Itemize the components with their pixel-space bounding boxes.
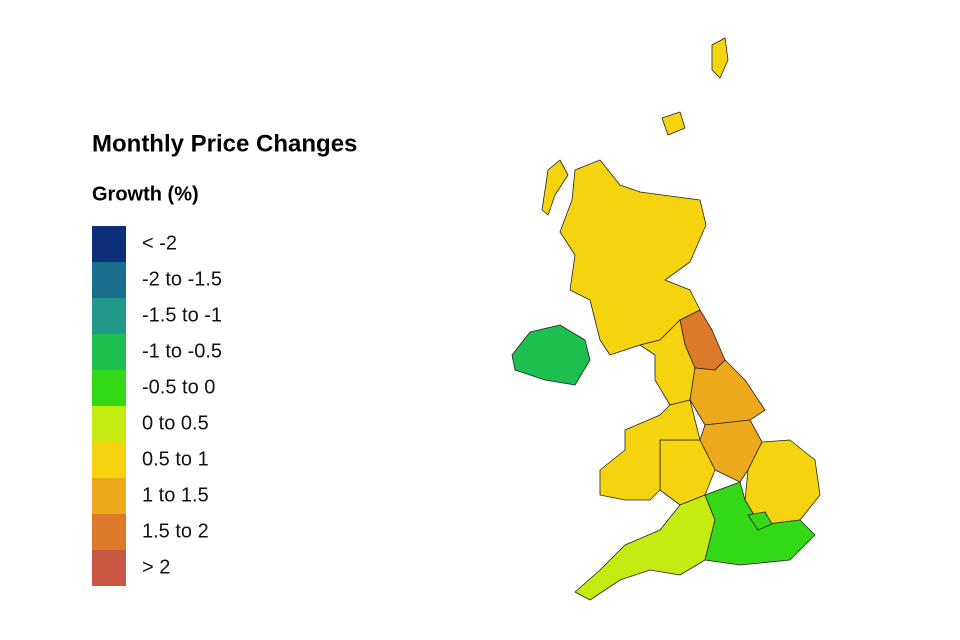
legend-swatch <box>92 262 126 298</box>
region <box>704 481 816 566</box>
legend-label: 0 to 0.5 <box>142 412 209 434</box>
map <box>511 37 821 601</box>
legend-swatch <box>92 550 126 586</box>
legend-swatch <box>92 406 126 442</box>
legend-label: -0.5 to 0 <box>142 376 215 398</box>
region <box>747 511 773 531</box>
legend-label: 1 to 1.5 <box>142 484 209 506</box>
legend-swatch <box>92 226 126 262</box>
region <box>689 359 766 426</box>
legend-swatch <box>92 514 126 550</box>
legend-swatch <box>92 334 126 370</box>
legend-label: < -2 <box>142 232 177 254</box>
region <box>599 399 701 501</box>
legend-swatch <box>92 478 126 514</box>
region <box>661 111 686 136</box>
legend-label: 1.5 to 2 <box>142 520 209 542</box>
legend-title: Growth (%) <box>92 183 199 205</box>
region <box>511 324 591 386</box>
legend-label: -2 to -1.5 <box>142 268 222 290</box>
legend: < -2 -2 to -1.5 -1.5 to -1 -1 to -0.5 -0.5 t… <box>92 226 222 586</box>
region <box>541 159 569 216</box>
legend-label: 0.5 to 1 <box>142 448 209 470</box>
region <box>711 37 729 79</box>
title: Monthly Price Changes <box>92 130 357 157</box>
region <box>574 494 716 601</box>
legend-label: > 2 <box>142 556 170 578</box>
legend-swatch <box>92 370 126 406</box>
legend-swatch <box>92 442 126 478</box>
legend-label: -1 to -0.5 <box>142 340 222 362</box>
region <box>744 439 821 526</box>
legend-swatch <box>92 298 126 334</box>
legend-label: -1.5 to -1 <box>142 304 222 326</box>
